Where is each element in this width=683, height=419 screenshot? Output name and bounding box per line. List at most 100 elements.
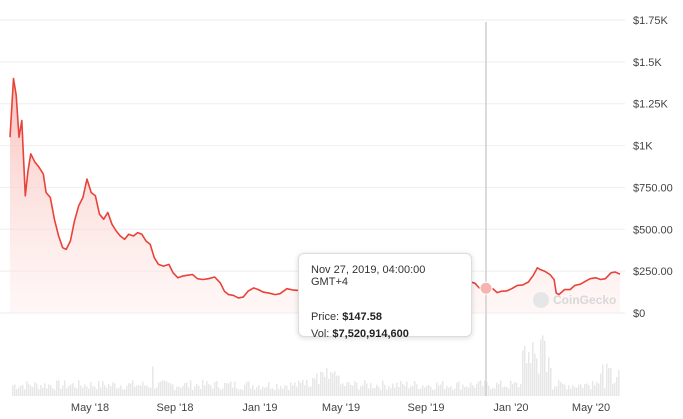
volume-bar [456, 382, 458, 396]
volume-bars [12, 335, 620, 396]
volume-bar [238, 389, 240, 396]
volume-bar [332, 373, 334, 396]
volume-bar [126, 385, 128, 396]
volume-bar [288, 389, 290, 396]
volume-bar [52, 388, 54, 396]
volume-bar [570, 388, 572, 396]
volume-bar [450, 386, 452, 396]
volume-bar [330, 371, 332, 396]
volume-bar [520, 384, 522, 396]
volume-bar [542, 335, 544, 396]
volume-bar [476, 383, 478, 396]
volume-bar [84, 384, 86, 396]
volume-bar [14, 384, 16, 396]
volume-bar [462, 384, 464, 396]
volume-bar [572, 385, 574, 396]
volume-bar [434, 389, 436, 396]
volume-bar [428, 384, 430, 396]
volume-bar [290, 382, 292, 396]
volume-bar [244, 384, 246, 396]
coingecko-logo-icon [533, 292, 549, 308]
x-tick-label: Jan '20 [493, 402, 528, 414]
volume-bar [366, 383, 368, 396]
volume-bar [178, 386, 180, 396]
volume-bar [594, 385, 596, 396]
volume-bar [510, 380, 512, 396]
tooltip-date: Nov 27, 2019, 04:00:00 GMT+4 [311, 264, 426, 288]
volume-bar [226, 383, 228, 396]
volume-bar [54, 389, 56, 396]
volume-bar [584, 384, 586, 396]
volume-bar [538, 373, 540, 396]
volume-bar [494, 388, 496, 396]
volume-bar [164, 380, 166, 396]
volume-bar [40, 385, 42, 396]
volume-bar [472, 385, 474, 396]
volume-bar [554, 386, 556, 396]
volume-bar [302, 379, 304, 396]
volume-bar [292, 385, 294, 396]
volume-bar [370, 383, 372, 396]
y-tick-label: $1K [633, 141, 653, 153]
volume-bar [260, 389, 262, 396]
volume-bar [152, 366, 154, 396]
price-area [10, 78, 620, 313]
volume-bar [506, 386, 508, 396]
volume-bar [406, 381, 408, 396]
volume-bar [74, 387, 76, 396]
volume-bar [384, 384, 386, 396]
price-line [9, 77, 621, 299]
volume-bar [480, 380, 482, 396]
volume-bar [492, 387, 494, 396]
volume-bar [106, 387, 108, 396]
volume-bar [114, 383, 116, 396]
volume-bar [560, 381, 562, 396]
volume-bar [470, 382, 472, 396]
volume-bar [206, 381, 208, 396]
volume-bar [228, 383, 230, 396]
volume-bar [376, 384, 378, 396]
x-tick-label: May '18 [71, 402, 109, 414]
volume-bar [362, 385, 364, 396]
volume-bar [170, 383, 172, 396]
volume-bar [160, 381, 162, 396]
volume-bar [338, 375, 340, 396]
volume-bar [612, 384, 614, 396]
volume-bar [266, 387, 268, 396]
volume-bar [98, 380, 100, 396]
volume-bar [72, 383, 74, 396]
volume-bar [188, 387, 190, 396]
volume-bar [336, 375, 338, 396]
tooltip-price-row: Price: $147.58 [311, 309, 459, 326]
volume-bar [312, 377, 314, 396]
volume-bar [544, 340, 546, 396]
volume-bar [44, 383, 46, 396]
volume-bar [550, 367, 552, 396]
volume-bar [282, 388, 284, 396]
volume-bar [230, 381, 232, 396]
y-tick-label: $750.00 [633, 182, 673, 194]
volume-bar [216, 381, 218, 396]
volume-bar [388, 386, 390, 396]
volume-bar [516, 382, 518, 396]
volume-bar [390, 388, 392, 396]
volume-bar [488, 385, 490, 396]
tooltip-vol-row: Vol: $7,520,914,600 [311, 326, 459, 343]
y-tick-label: $500.00 [633, 224, 673, 236]
volume-bar [504, 386, 506, 396]
volume-bar [458, 381, 460, 396]
volume-bar [24, 389, 26, 396]
tooltip-price-value: $147.58 [342, 311, 382, 323]
volume-bar [430, 386, 432, 396]
volume-bar [192, 389, 194, 396]
watermark-text: CoinGecko [553, 293, 617, 307]
volume-bar [346, 382, 348, 396]
volume-bar [442, 380, 444, 396]
volume-bar [142, 381, 144, 396]
y-tick-label: $1.25K [633, 99, 669, 111]
volume-bar [416, 384, 418, 396]
volume-bar [246, 381, 248, 396]
volume-bar [214, 382, 216, 396]
volume-bar [174, 389, 176, 396]
